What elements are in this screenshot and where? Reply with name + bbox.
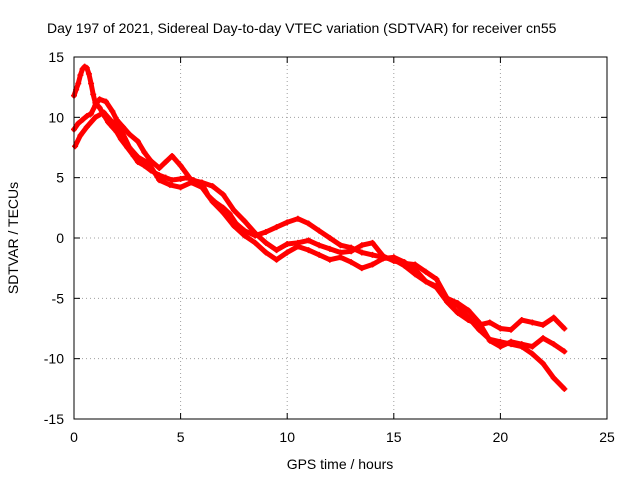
- y-tick-label: -10: [44, 351, 64, 367]
- x-tick-label: 5: [177, 429, 185, 445]
- data-segment: [551, 315, 567, 331]
- x-axis-label: GPS time / hours: [287, 456, 394, 472]
- data-segment: [455, 303, 471, 321]
- data-segment: [412, 266, 429, 284]
- data-segment: [118, 126, 132, 150]
- plot-frame: [73, 56, 608, 420]
- data-segment: [433, 283, 450, 304]
- data-segment: [465, 307, 482, 325]
- data-segment: [199, 184, 216, 205]
- data-points: [71, 63, 568, 392]
- x-tick-label: 15: [386, 429, 402, 445]
- y-tick-label: -5: [52, 290, 65, 306]
- data-segment: [146, 160, 162, 183]
- grid: [74, 57, 607, 419]
- y-tick-label: -15: [44, 411, 64, 427]
- data-segment: [242, 218, 258, 236]
- y-tick-label: 5: [56, 170, 64, 186]
- data-segment: [231, 207, 248, 224]
- y-tick-label: 0: [56, 230, 64, 246]
- data-segment: [551, 341, 567, 354]
- y-tick-label: 15: [48, 49, 64, 65]
- x-tick-label: 0: [70, 429, 78, 445]
- x-tick-label: 25: [599, 429, 615, 445]
- data-segment: [178, 163, 194, 183]
- chart-title: Day 197 of 2021, Sidereal Day-to-day VTE…: [47, 20, 557, 36]
- data-segment: [551, 375, 567, 392]
- data-segment: [220, 210, 237, 229]
- data-segment: [210, 199, 226, 216]
- tick-labels: 0 5 10 15 20 25 -15 -10 -5 0 5 10 15: [44, 49, 615, 445]
- data-segment: [540, 360, 557, 381]
- y-tick-label: 10: [48, 109, 64, 125]
- y-axis-label: SDTVAR / TECUs: [5, 182, 21, 294]
- x-tick-label: 20: [493, 429, 509, 445]
- data-segment: [220, 192, 237, 213]
- data-segment: [369, 240, 386, 259]
- data-segment: [465, 315, 482, 333]
- x-tick-label: 10: [279, 429, 295, 445]
